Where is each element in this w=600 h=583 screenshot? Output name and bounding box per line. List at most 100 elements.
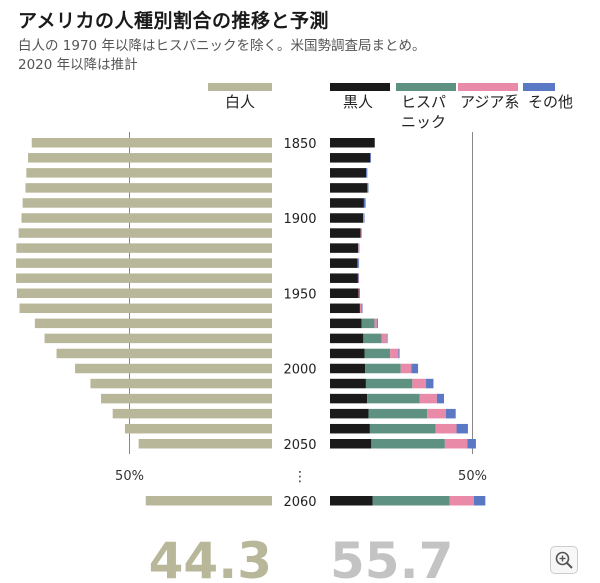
total-white: 44.3 <box>149 532 272 583</box>
legend-label-hispanic-line2: ニック <box>401 113 446 131</box>
bar-black-1900 <box>330 213 364 223</box>
year-label-1850: 1850 <box>283 137 316 152</box>
bar-white-2020 <box>101 393 272 404</box>
bar-other-1860 <box>370 153 372 163</box>
bar-asian-2060 <box>449 496 474 506</box>
legend-swatch-2 <box>458 83 518 91</box>
bar-black-2040 <box>330 423 370 434</box>
bar-hispanic-1970 <box>361 318 375 329</box>
bar-other-2020 <box>436 393 444 404</box>
bar-asian-2040 <box>435 423 457 434</box>
left-axis-label: 50% <box>115 469 144 484</box>
bar-black-1870 <box>330 168 367 178</box>
bar-white-1980 <box>44 333 272 344</box>
bar-other-1920 <box>358 243 360 253</box>
bar-asian-2030 <box>427 408 446 419</box>
bar-black-1940 <box>330 273 358 283</box>
bar-other-1880 <box>367 183 369 193</box>
legend-label-asian: アジア系 <box>460 93 519 111</box>
bar-hispanic-2000 <box>365 363 401 374</box>
bar-asian-1980 <box>381 333 387 344</box>
bar-asian-2000 <box>400 363 412 374</box>
bar-black-1930 <box>330 258 358 268</box>
bar-black-1910 <box>330 228 361 238</box>
legend-label-other: その他 <box>528 93 573 111</box>
bar-black-1970 <box>330 318 362 329</box>
bar-hispanic-2060 <box>372 496 450 506</box>
page-title: アメリカの人種別割合の推移と予測 <box>18 10 330 32</box>
bar-white-2010 <box>90 378 272 389</box>
bar-black-1950 <box>330 288 359 298</box>
bar-black-1890 <box>330 198 364 208</box>
bar-other-1970 <box>376 318 378 329</box>
bar-black-1990 <box>330 348 365 359</box>
bar-black-2010 <box>330 378 366 389</box>
bar-other-1980 <box>386 333 388 344</box>
bar-white-2050 <box>138 439 272 449</box>
year-label-2050: 2050 <box>283 438 316 453</box>
bar-other-2030 <box>445 408 456 419</box>
bar-other-1890 <box>363 198 366 208</box>
bar-asian-2010 <box>412 378 427 389</box>
bar-hispanic-2040 <box>369 423 436 434</box>
bar-white-1900 <box>21 213 272 223</box>
bar-white-1990 <box>56 348 272 359</box>
bar-hispanic-2050 <box>371 439 445 449</box>
bar-white-1920 <box>16 243 273 253</box>
legend-label-white: 白人 <box>225 93 255 111</box>
gap-marker: ⋮ <box>293 469 307 485</box>
bar-other-2000 <box>411 363 419 374</box>
bar-asian-1970 <box>374 318 377 329</box>
bar-hispanic-2020 <box>367 393 420 404</box>
bar-asian-1940 <box>357 273 359 283</box>
legend-swatch-0 <box>330 83 390 91</box>
bar-other-1930 <box>358 258 360 268</box>
bar-hispanic-1980 <box>363 333 382 344</box>
bar-white-1890 <box>22 198 272 208</box>
bar-black-1980 <box>330 333 364 344</box>
bar-other-2010 <box>426 378 434 389</box>
bar-white-1860 <box>28 153 272 163</box>
bar-other-2040 <box>456 423 468 434</box>
bar-hispanic-2030 <box>368 408 428 419</box>
bar-hispanic-1990 <box>364 348 391 359</box>
bar-asian-1900 <box>363 213 364 223</box>
bar-black-1850 <box>330 138 375 148</box>
year-label-2000: 2000 <box>283 363 316 378</box>
legend-swatch-3 <box>523 83 555 91</box>
year-label-1950: 1950 <box>283 287 316 302</box>
bar-white-1930 <box>16 258 272 268</box>
bar-other-1940 <box>358 273 360 283</box>
legend-swatch-1 <box>396 83 456 91</box>
bar-other-1950 <box>359 288 360 298</box>
bar-hispanic-2010 <box>365 378 413 389</box>
bar-asian-2050 <box>444 439 468 449</box>
bar-white-1950 <box>16 288 272 298</box>
bar-white-1940 <box>16 273 272 283</box>
page-subtitle: 白人の 1970 年以降はヒスパニックを除く。米国勢調査局まとめ。 2020 年… <box>18 38 426 73</box>
right-axis-label: 50% <box>458 469 487 484</box>
bar-white-1960 <box>19 303 272 314</box>
bar-asian-1910 <box>360 228 362 238</box>
legend-swatch-white <box>208 83 272 91</box>
bar-black-2000 <box>330 363 366 374</box>
bar-black-2060 <box>330 496 373 506</box>
bar-white-2060 <box>145 496 272 506</box>
bar-other-1960 <box>361 303 363 314</box>
bar-other-1900 <box>363 213 365 223</box>
bar-white-1970 <box>34 318 272 329</box>
zoom-in-icon <box>555 551 573 569</box>
legend-label-black: 黒人 <box>343 93 373 111</box>
year-label-2060: 2060 <box>283 495 316 510</box>
bar-other-2050 <box>467 439 476 449</box>
bar-black-2030 <box>330 408 369 419</box>
bar-white-2040 <box>124 423 272 434</box>
bar-white-2030 <box>112 408 272 419</box>
bar-white-1880 <box>25 183 272 193</box>
legend-label-hispanic-line1: ヒスパ <box>401 93 446 111</box>
bar-black-1880 <box>330 183 368 193</box>
bar-asian-1930 <box>357 258 359 268</box>
zoom-button[interactable] <box>550 546 578 574</box>
bar-other-1990 <box>398 348 400 359</box>
